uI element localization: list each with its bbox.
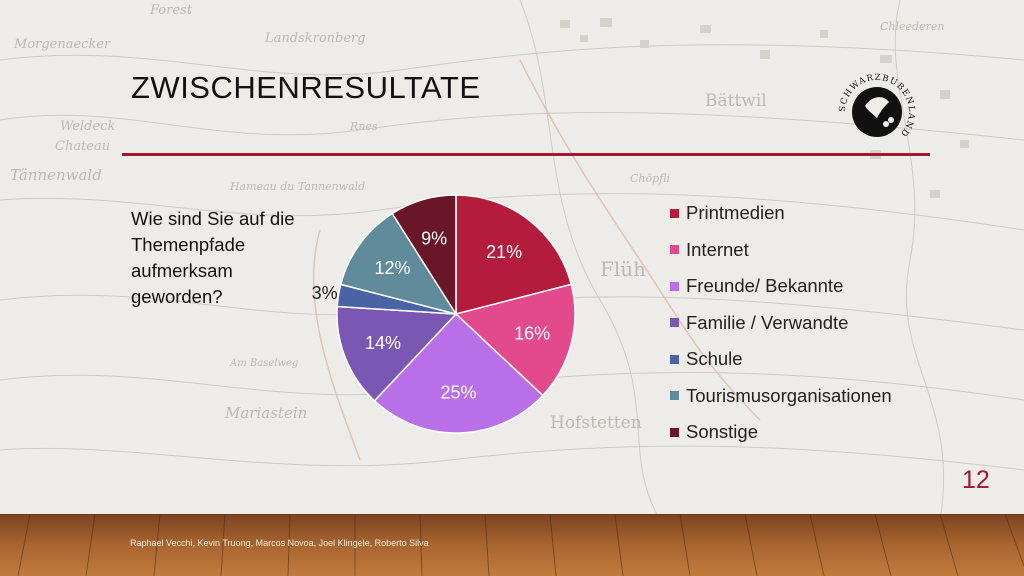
legend-swatch [670,281,679,291]
legend-item: Freunde/ Bekannte [670,268,892,305]
map-label: Morgenaecker [13,37,111,52]
slice-value-label: 3% [312,283,338,303]
map-label: Mariastein [224,404,307,422]
legend-label: Schule [686,348,743,370]
legend-swatch [670,208,679,218]
map-label: Rnes [349,120,378,133]
legend-label: Printmedien [686,202,785,224]
map-label: Landskronberg [264,31,366,46]
page-number: 12 [962,466,990,494]
legend-label: Freunde/ Bekannte [686,275,844,297]
slice-value-label: 16% [514,324,550,344]
map-label: Forest [149,3,193,18]
legend-label: Familie / Verwandte [686,311,849,333]
pie-slice-sonstige [391,194,457,317]
map-label: Weldeck [60,119,115,134]
legend-swatch [670,318,679,328]
map-label: Hofstetten [550,413,642,433]
survey-question: Wie sind Sie auf die Themenpfade aufmerk… [131,208,295,307]
schwarzbubenland-logo: SCHWARZBUBENLAND [838,73,915,139]
map-label: Chleederen [880,20,944,33]
pie-slice-internet [454,283,576,397]
legend-swatch [670,354,679,364]
map-label: Chöpfli [630,172,670,185]
slice-value-label: 21% [486,242,522,262]
pie-slice-familie-verwandte [336,305,458,402]
pie-slice-tourismusorganisationen [339,212,458,316]
legend-swatch [670,245,679,255]
slice-value-label: 12% [374,258,410,278]
legend-label: Tourismusorganisationen [686,384,892,406]
legend-item: Internet [670,232,892,269]
legend-item: Sonstige [670,414,892,451]
map-label: Hameau du Tannenwald [229,180,365,193]
chart-legend: Printmedien Internet Freunde/ Bekannte Fami… [670,195,892,451]
title-divider [122,153,930,156]
footer-authors: Raphael Vecchi, Kevin Truong, Marcos Nov… [130,538,429,548]
slice-value-label: 9% [421,229,447,249]
legend-item: Tourismusorganisationen [670,378,892,415]
legend-item: Printmedien [670,195,892,232]
wood-floor-footer [0,514,1024,576]
legend-swatch [670,391,679,401]
map-label: Bättwil [705,91,767,111]
legend-label: Internet [686,238,749,260]
legend-swatch [670,427,679,437]
map-label: Chateau [55,139,110,154]
pie-chart: 21% 16% 25% 14% 3% 12% 9% [312,194,576,434]
map-label: Tännenwald [10,166,102,184]
legend-label: Sonstige [686,421,758,443]
map-label: Flüh [600,257,646,281]
topographic-map-background: Forest Morgenaecker Landskronberg Bättwi… [0,0,1024,520]
pie-slice-printmedien [455,194,573,315]
legend-item: Familie / Verwandte [670,305,892,342]
legend-item: Schule [670,341,892,378]
slice-value-label: 25% [440,383,476,403]
slide-title: ZWISCHENRESULTATE [131,70,481,105]
pie-slice-freunde-bekannte [373,312,544,434]
slice-value-label: 14% [365,333,401,353]
map-label: Am Baselweg [229,358,298,369]
